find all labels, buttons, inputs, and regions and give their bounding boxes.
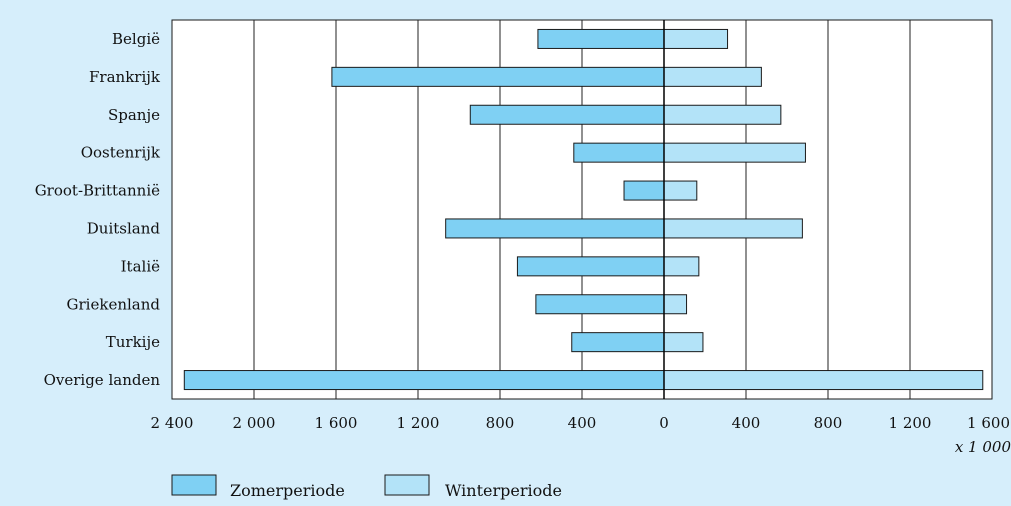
category-labels: België Frankrijk Spanje Oostenrijk Groot-Bri… [35,30,161,389]
bar-summer-1 [331,66,665,87]
bar-winter-0 [663,28,729,49]
bar-summer-6 [516,256,665,277]
x-tick-label-5: 400 [568,414,597,432]
x-tick-labels: 2 400 2 000 1 600 1 200 800 400 0 400 800 1 200 1 … [151,414,1010,432]
x-tick-label-1: 2 000 [233,414,276,432]
bar-winter-7 [663,294,688,315]
bar-summer-0 [537,28,665,49]
x-tick-label-3: 1 200 [397,414,440,432]
x-tick-label-7: 400 [732,414,761,432]
bar-winter-1 [663,66,762,87]
legend: Zomerperiode Winterperiode [171,474,562,500]
bar-winter-3 [663,142,806,163]
bar-summer-4 [623,180,665,201]
legend-swatch-1 [384,474,430,496]
bar-winter-9 [663,370,984,391]
unit-label: x 1 000 [955,438,1011,456]
category-label-1: Frankrijk [89,68,161,86]
bar-summer-9 [183,370,665,391]
x-tick-label-2: 1 600 [315,414,358,432]
x-tick-label-8: 800 [814,414,843,432]
legend-label-0: Zomerperiode [230,481,345,500]
legend-label-1: Winterperiode [445,481,562,500]
x-tick-label-9: 1 200 [889,414,932,432]
bar-winter-2 [663,104,782,125]
category-label-4: Groot-Brittannië [35,182,160,200]
bar-winter-6 [663,256,700,277]
bar-summer-7 [535,294,665,315]
bar-winter-5 [663,218,803,239]
bar-winter-4 [663,180,698,201]
category-label-8: Turkije [106,333,160,351]
bar-summer-8 [571,332,665,353]
legend-swatch-0 [171,474,217,496]
category-label-2: Spanje [108,106,160,124]
x-tick-label-4: 800 [486,414,515,432]
bars [183,28,984,391]
bar-summer-5 [445,218,665,239]
category-label-9: Overige landen [44,371,161,389]
bar-summer-2 [469,104,665,125]
bar-winter-8 [663,332,704,353]
category-label-5: Duitsland [87,219,161,237]
category-label-7: Griekenland [67,295,161,313]
category-label-6: Italië [121,257,160,275]
x-tick-label-6: 0 [659,414,669,432]
x-tick-label-10: 1 600 [967,414,1010,432]
category-label-3: Oostenrijk [81,144,161,162]
bar-summer-3 [573,142,665,163]
category-label-0: België [112,30,160,48]
x-tick-label-0: 2 400 [151,414,194,432]
